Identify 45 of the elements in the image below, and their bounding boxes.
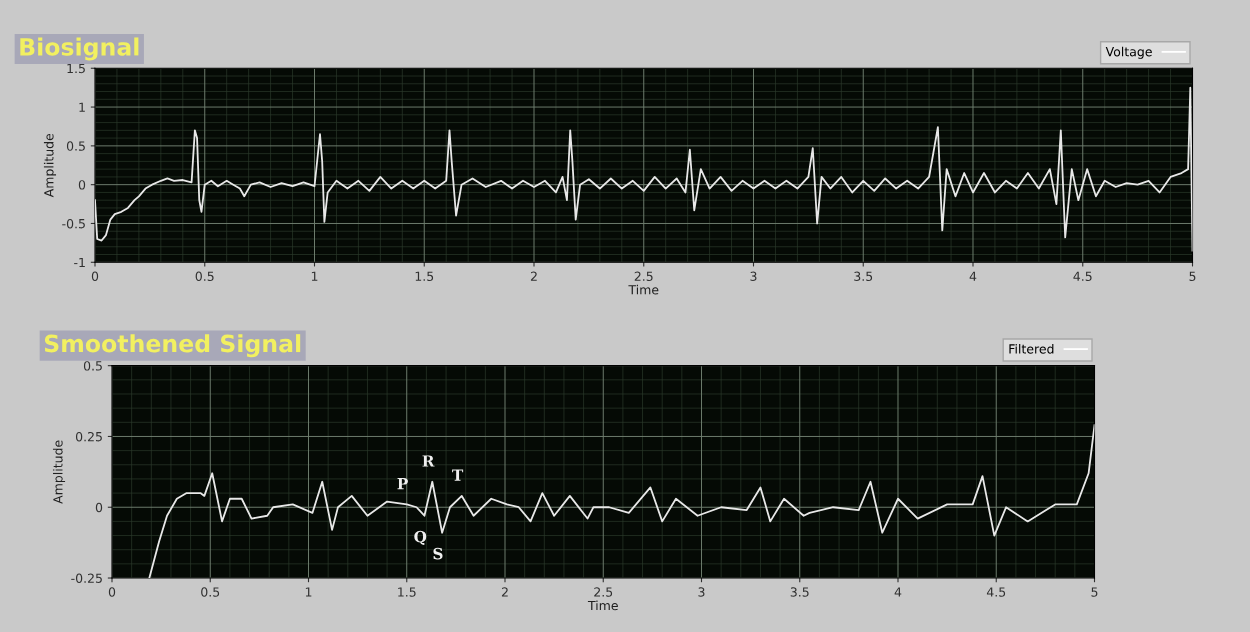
chart-title: Smoothened Signal — [44, 334, 301, 358]
x-tick-label: 2.5 — [634, 271, 653, 281]
text: Filtered — [1009, 343, 1054, 354]
y-tick-label: 0.5 — [66, 141, 85, 151]
annotation: T — [452, 469, 464, 481]
x-tick-label: 2.5 — [594, 587, 613, 597]
x-tick-label: 0 — [108, 587, 116, 597]
y-tick-label: 0 — [95, 502, 103, 513]
x-tick-label: 3.5 — [854, 271, 873, 281]
x-tick-label: 2 — [530, 271, 537, 281]
x-tick-label: 1 — [311, 271, 318, 281]
x-tick-label: 5 — [1091, 587, 1098, 597]
x-tick-label: 3 — [750, 271, 757, 281]
x-tick-label: 0.5 — [201, 587, 220, 597]
x-tick-label: 1 — [305, 587, 312, 597]
x-tick-label: 4.5 — [1073, 271, 1092, 281]
y-tick-label: 1.5 — [67, 63, 85, 74]
x-tick-label: 1.5 — [398, 587, 416, 597]
x-tick-label: 0.5 — [195, 271, 214, 281]
y-tick-label: -0.5 — [62, 218, 85, 229]
y-tick-label: -1 — [74, 257, 85, 268]
x-axis-title: Time — [628, 284, 659, 295]
x-tick-label: 2 — [501, 587, 508, 597]
x-tick-label: 3.5 — [790, 587, 809, 597]
x-tick-label: 4 — [969, 271, 977, 281]
text: Voltage — [1105, 46, 1152, 59]
y-axis-title: Amplitude — [52, 440, 66, 504]
annotation: R — [422, 455, 435, 467]
x-tick-label: 5 — [1189, 271, 1196, 281]
x-tick-label: 4 — [894, 587, 902, 597]
y-tick-label: 1 — [79, 102, 85, 112]
y-tick-label: 0.5 — [83, 361, 102, 371]
annotation: Q — [414, 530, 427, 545]
x-tick-label: 1.5 — [415, 271, 434, 281]
x-axis-title: Time — [587, 600, 618, 611]
y-tick-label: 0.25 — [75, 431, 102, 442]
y-tick-label: -0.25 — [71, 573, 102, 583]
chart-title: Biosignal — [20, 37, 139, 61]
x-tick-label: 4.5 — [986, 587, 1006, 597]
line-series — [148, 424, 1095, 579]
annotation: P — [397, 478, 408, 490]
y-tick-label: 0 — [78, 180, 86, 190]
y-axis-title: Amplitude — [43, 133, 57, 198]
x-tick-label: 3 — [698, 587, 705, 597]
annotation: S — [433, 547, 443, 560]
